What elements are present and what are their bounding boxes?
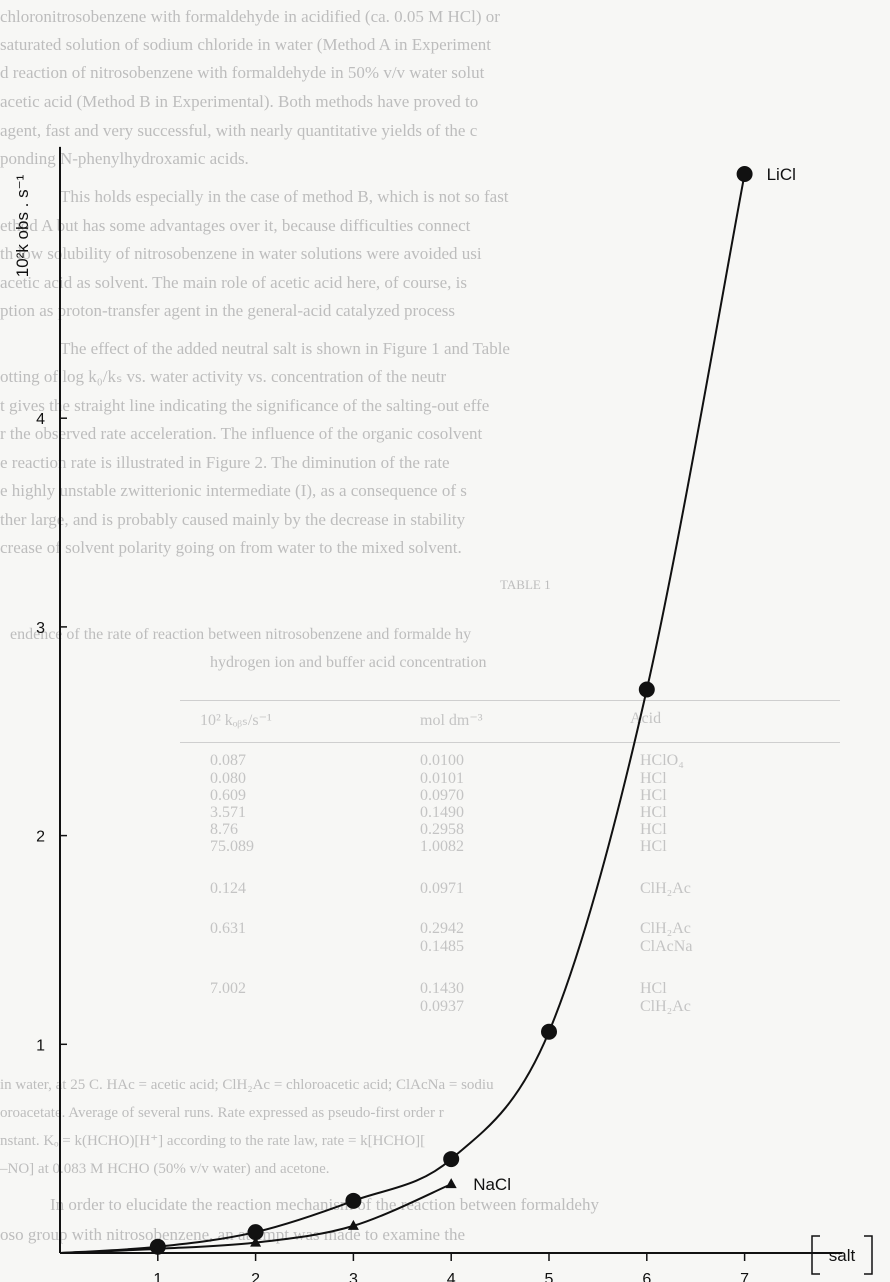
chart-series [59,166,753,1255]
background-table-title-line: endence of the rate of reaction between … [10,626,472,643]
background-table-cell: HCl [640,821,667,838]
background-paragraph-line: th low solubility of nitrosobenzene in w… [0,244,482,263]
y-tick-label: 2 [36,829,45,846]
data-point-licl [736,166,753,183]
background-paragraph-line: chloronitrosobenzene with formaldehyde i… [0,7,500,26]
x-tick-label: 4 [447,1271,456,1282]
background-table-header-cell: 10² kₒᵦₛ/s⁻¹ [200,712,272,729]
background-table-cell: 0.124 [210,880,246,897]
data-point-licl [345,1192,362,1209]
background-paragraph-line: saturated solution of sodium chloride in… [0,35,492,54]
background-table-cell: 1.0082 [420,838,464,855]
y-tick-label: 3 [36,620,45,637]
background-table-cell: 0.0100 [420,752,464,769]
background-table-cell: 0.087 [210,752,246,769]
background-paragraph-line: ponding N-phenylhydroxamic acids. [0,149,249,168]
background-paragraph-line: d reaction of nitrosobenzene with formal… [0,63,485,82]
background-table-cell: 0.080 [210,770,246,787]
background-paragraph-line: e highly unstable zwitterionic intermedi… [0,481,467,500]
background-table-cell: HCl [640,838,667,855]
background-footnote-line: oroacetate. Average of several runs. Rat… [0,1105,444,1121]
x-tick-label: 3 [349,1271,358,1282]
y-tick-label: 4 [36,411,45,428]
background-table-cell: 0.0101 [420,770,464,787]
background-table-cell: 0.631 [210,920,246,937]
background-table-cell: 3.571 [210,804,246,821]
background-table-cell: 0.2942 [420,920,464,937]
x-label-bracket-left [811,1235,820,1275]
x-tick-label: 7 [740,1271,749,1282]
y-axis-label: 10²k obs . s⁻¹ [13,174,32,277]
background-table-header-cell: mol dm⁻³ [420,712,483,729]
background-table-cell: HCl [640,787,667,804]
x-tick-label: 1 [153,1271,162,1282]
data-point-nacl [250,1236,262,1247]
x-axis-label: salt [829,1246,856,1265]
background-paragraph-line: ption as proton-transfer agent in the ge… [0,301,456,320]
x-label-bracket-right [864,1235,873,1275]
x-tick-label: 6 [642,1271,651,1282]
background-table-cell: 8.76 [210,821,238,838]
background-table-cell: 0.2958 [420,821,464,838]
data-point-licl [443,1151,460,1168]
background-paragraph-line: t gives the straight line indicating the… [0,396,490,415]
background-paragraph-line: ethod A but has some advantages over it,… [0,216,471,235]
background-table-cell: 7.002 [210,980,246,997]
background-footnote-line: In order to elucidate the reaction mecha… [50,1195,599,1214]
x-tick-label: 5 [545,1271,554,1282]
background-paragraph-line: The effect of the added neutral salt is … [60,339,510,358]
background-paragraph-line: e reaction rate is illustrated in Figure… [0,453,450,472]
background-footnote-line: in water, at 25 C. HAc = acetic acid; Cl… [0,1077,494,1093]
background-table-cell: ClAcNa [640,938,693,955]
background-table-cell: 0.1430 [420,980,464,997]
background-table-cell: 0.1485 [420,938,464,955]
background-table-cell: 0.0970 [420,787,464,804]
background-paragraph-line: crease of solvent polarity going on from… [0,538,462,557]
background-paragraph-line: otting of log k₀/kₛ vs. water activity v… [0,367,447,386]
background-table-rule [180,700,840,701]
background-table-cell: ClH₂Ac [640,880,691,897]
chart-axes [59,146,843,1261]
background-table-cell: 0.1490 [420,804,464,821]
series-label-licl: LiCl [767,165,796,184]
background-table-cell: 0.0937 [420,998,464,1015]
data-point-nacl [347,1219,359,1230]
y-tick-label: 1 [36,1037,45,1054]
background-paragraph-line: acetic acid as solvent. The main role of… [0,273,467,292]
background-table-cell: HCl [640,980,667,997]
series-line-licl [59,173,746,1254]
background-table-cell: HClO₄ [640,752,684,769]
data-point-licl [247,1224,264,1241]
background-paragraph-line: acetic acid (Method B in Experimental). … [0,92,479,111]
background-paragraph-line: agent, fast and very successful, with ne… [0,121,478,140]
background-table-caption: TABLE 1 [500,577,551,592]
background-footnote-line: –NO] at 0.083 M HCHO (50% v/v water) and… [0,1161,330,1177]
chart-labels: 1 2 3 4 5 6 7 1 2 3 4 10²k obs . s⁻¹ salt LiCl NaCl [13,165,873,1282]
background-table-rule [180,742,840,743]
data-point-licl [638,681,655,698]
background-table-cell: 0.609 [210,787,246,804]
background-paragraph-line: r the observed rate acceleration. The in… [0,424,483,443]
background-table-cell: HCl [640,804,667,821]
background-table-cell: ClH₂Ac [640,998,691,1015]
background-paragraph-line: ther large, and is probably caused mainl… [0,510,466,529]
background-paragraph-line: This holds especially in the case of met… [60,187,509,206]
series-label-nacl: NaCl [473,1175,511,1194]
background-table-title-line: hydrogen ion and buffer acid concentrati… [210,654,487,671]
background-table-cell: 0.0971 [420,880,464,897]
data-point-nacl [152,1242,164,1253]
background-table-cell: HCl [640,770,667,787]
data-point-nacl [445,1178,457,1189]
data-point-licl [541,1023,557,1040]
x-tick-label: 2 [251,1271,260,1282]
background-table-header-cell: Acid [630,710,662,727]
background-table-cell: ClH₂Ac [640,920,691,937]
background-table-cell: 75.089 [210,838,254,855]
background-footnote-line: nstant. Kₒ = k(HCHO)[H⁺] according to th… [0,1133,426,1149]
